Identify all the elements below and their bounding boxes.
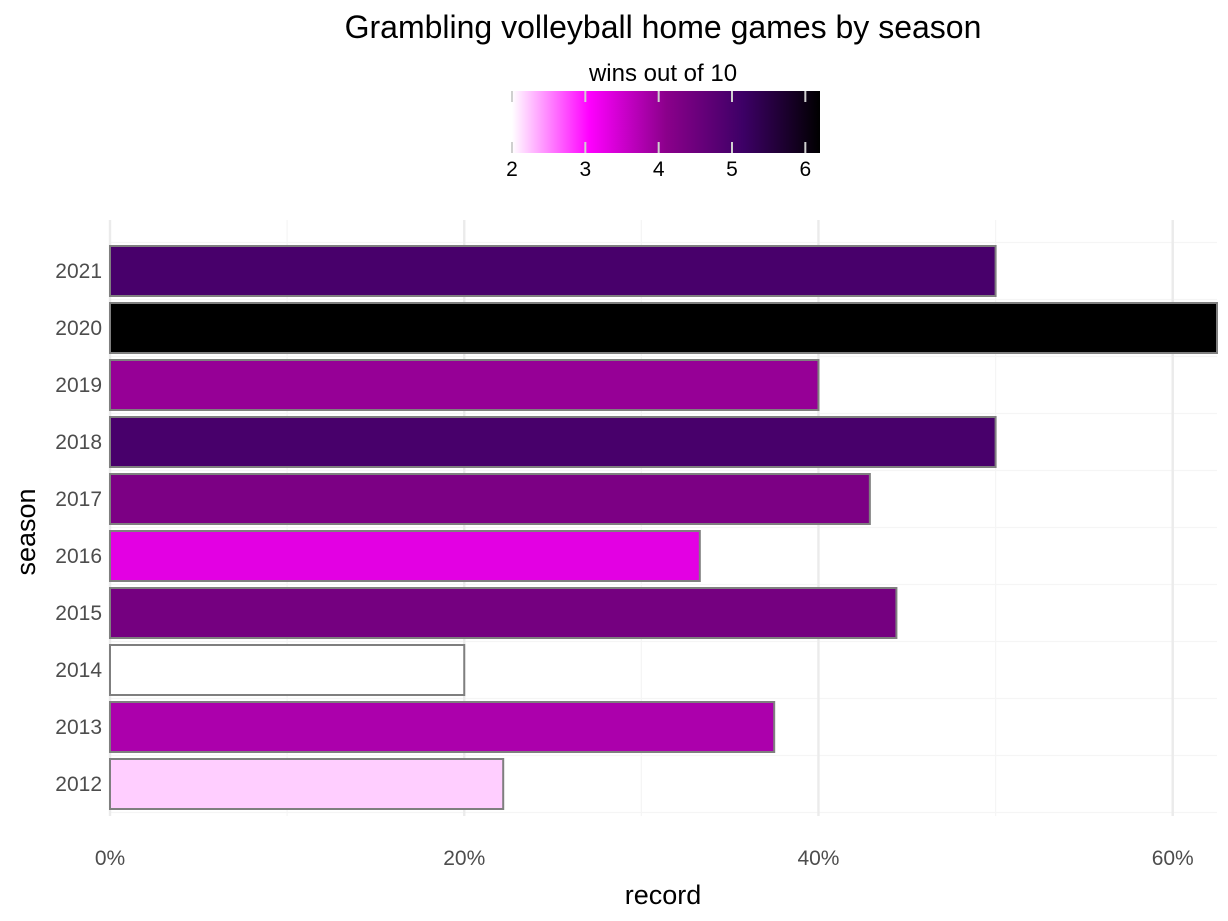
x-tick-label: 60% [1152, 847, 1194, 870]
bar-2018 [109, 416, 997, 468]
legend-tick-label: 4 [653, 158, 665, 181]
bar-2016 [109, 530, 701, 582]
plot-area: 2012 2013 2014 2015 2016 2017 2018 2019 2020 2021… [55, 220, 1218, 870]
bar-2021 [109, 245, 997, 297]
bar-2017 [109, 473, 871, 525]
y-tick-label: 2019 [55, 374, 102, 397]
y-tick-label: 2021 [55, 260, 102, 283]
legend-tick-label: 3 [579, 158, 591, 181]
y-tick-label: 2016 [55, 545, 102, 568]
y-tick-label: 2014 [55, 659, 102, 682]
bar-2013 [109, 701, 776, 753]
chart-title: Grambling volleyball home games by seaso… [345, 9, 982, 45]
bar-2014 [109, 644, 466, 696]
legend: wins out of 10 2 3 4 5 6 [506, 60, 820, 181]
y-tick-label: 2013 [55, 716, 102, 739]
bar-2015 [109, 587, 898, 639]
legend-tick-label: 2 [506, 158, 518, 181]
legend-tick-label: 6 [799, 158, 811, 181]
x-tick-label: 20% [443, 847, 485, 870]
y-tick-label: 2017 [55, 488, 102, 511]
x-axis-title: record [625, 880, 702, 910]
bar-2020 [109, 302, 1218, 354]
x-tick-label: 40% [797, 847, 839, 870]
x-tick-label: 0% [95, 847, 125, 870]
colorbar [512, 91, 820, 153]
y-tick-label: 2012 [55, 773, 102, 796]
legend-title: wins out of 10 [588, 60, 737, 87]
bar-2019 [109, 359, 820, 411]
legend-tick-label: 5 [726, 158, 738, 181]
y-tick-label: 2015 [55, 602, 102, 625]
y-axis-title: season [11, 488, 41, 575]
bar-2012 [109, 758, 505, 810]
y-tick-label: 2018 [55, 431, 102, 454]
y-tick-label: 2020 [55, 317, 102, 340]
